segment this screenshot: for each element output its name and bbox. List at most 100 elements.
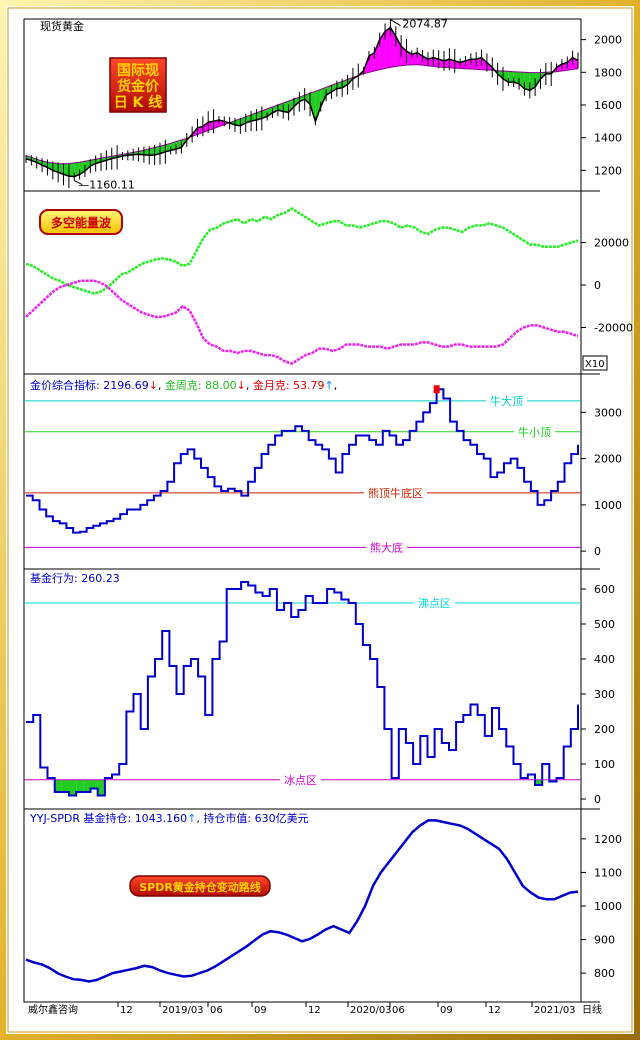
x-axis-ticks: 12 2019/03 06 09 12 2020/03 06 09 12 2021/03 — [117, 1002, 576, 1016]
price-ytick-label-4: 1200 — [594, 164, 622, 177]
composite-ytick-label-3: 0 — [594, 545, 601, 558]
x-tick-label-2: 06 — [210, 1005, 223, 1016]
period-label: 日线 — [582, 1003, 602, 1016]
price-fill-segment — [379, 31, 386, 70]
x-tick-label-3: 09 — [254, 1005, 267, 1016]
inner-frame — [7, 7, 633, 1033]
fund-ice-fill — [76, 779, 84, 792]
price-fill-segment — [52, 163, 59, 173]
price-ytick-label-2: 1600 — [594, 99, 622, 112]
price-fill-segment — [508, 71, 514, 83]
spdr-legend-item-1: 持仓市值: 630亿美元 — [203, 811, 308, 825]
x-tick-label-9: 2021/03 — [534, 1005, 576, 1016]
legend-sep-2: , — [334, 379, 338, 392]
x-tick-label-5: 2020/03 — [350, 1005, 392, 1016]
legend-sep-0: , — [158, 379, 165, 392]
fund-legend: 基金行为: 260.23 — [30, 571, 120, 585]
legend-arrow-0: ↓ — [149, 379, 158, 392]
price-fill-segment — [385, 27, 391, 69]
x-tick-label-4: 12 — [308, 1005, 321, 1016]
composite-ytick-label-1: 2000 — [594, 453, 622, 466]
fund-ice-fill — [83, 779, 91, 792]
wave-label-text: 多空能量波 — [51, 215, 112, 230]
fund-ytick-label-5: 100 — [594, 758, 615, 771]
fund-ice-fill — [69, 779, 77, 796]
multiplier-label: X10 — [585, 359, 605, 370]
spdr-legend-arrow-0: ↑ — [187, 812, 196, 825]
price-label-line-1: 国际现 — [117, 63, 159, 79]
wave-ytick-label-0: 20000 — [594, 237, 629, 250]
price-line — [25, 26, 579, 178]
fund-ytick-label-1: 500 — [594, 618, 615, 631]
spdr-legend: YYJ-SPDR 基金持仓: 1043.160↑, 持仓市值: 630亿美元 — [29, 811, 309, 825]
price-fill-segment — [470, 59, 477, 70]
price-label-box: 国际现 货金价 日 K 线 — [109, 57, 167, 113]
price-fill-segment — [433, 57, 439, 68]
fund-ytick-label-0: 600 — [594, 583, 615, 596]
price-fill-segment — [63, 163, 69, 177]
price-panel: 2000 1800 1600 1400 1200 2074.87 —1160.11 — [25, 18, 622, 192]
price-fill-segment — [251, 112, 257, 121]
bear-wave-line — [25, 279, 579, 365]
price-fill-segment — [315, 89, 321, 122]
composite-1-level-label-bg — [514, 424, 555, 438]
composite-3-level-label-bg — [366, 540, 407, 554]
price-fill-segment — [294, 97, 300, 107]
price-fill-segment — [444, 59, 450, 68]
spdr-ytick-label-0: 1200 — [594, 833, 622, 846]
fund-ytick-label-2: 400 — [594, 653, 615, 666]
low-marker — [74, 180, 83, 186]
spdr-legend-item-0: YYJ-SPDR 基金持仓: 1043.160 — [29, 811, 187, 825]
composite-legend: 金价综合指标: 2196.69↓, 金周克: 88.00↓, 金月克: 53.7… — [30, 378, 337, 392]
baseline-line — [25, 64, 579, 165]
price-fill-segment — [304, 93, 310, 105]
price-fill-segment — [556, 64, 562, 72]
composite-ytick-label-2: 1000 — [594, 499, 622, 512]
legend-item-2: 金月克: 53.79 — [253, 378, 325, 392]
multiplier-box — [582, 355, 608, 371]
fund-ice-fill — [97, 779, 105, 796]
composite-0-level-label: 牛大顶 — [490, 394, 523, 408]
price-fill-segment — [213, 120, 219, 129]
fund-ice-fill — [54, 779, 62, 792]
spdr-title-text: SPDR黄金持仓变动路线 — [139, 880, 261, 894]
legend-arrow-1: ↓ — [237, 379, 246, 392]
price-ytick-label-0: 2000 — [594, 34, 622, 47]
spdr-ytick-label-4: 800 — [594, 967, 615, 980]
price-fill-segment — [449, 59, 455, 69]
price-fill-segment — [535, 72, 541, 87]
low-annotation: —1160.11 — [78, 179, 134, 192]
fund-0-level-label-bg — [414, 596, 455, 609]
spdr-ytick-label-1: 1100 — [594, 866, 622, 879]
price-fill-segment — [283, 101, 289, 113]
composite-ytick-label-0: 3000 — [594, 406, 622, 419]
wave-panel: 20000 0 -20000 X10 — [25, 207, 633, 371]
price-fill-segment — [406, 51, 412, 66]
legend-item-1: 金周克: 88.00 — [165, 378, 237, 392]
wave-ytick-label-2: -20000 — [594, 322, 633, 335]
price-fill-segment — [476, 57, 482, 70]
spdr-ytick-label-3: 900 — [594, 934, 615, 947]
price-fill-segment — [149, 147, 155, 156]
price-fill-segment — [369, 52, 375, 73]
fund-ytick-label-4: 200 — [594, 723, 615, 736]
fund-0-level-label: 沸点区 — [418, 597, 451, 610]
price-fill-segment — [202, 122, 209, 133]
price-fill-segment — [267, 107, 273, 117]
legend-arrow-2: ↑ — [325, 379, 334, 392]
bull-wave-line — [25, 207, 579, 295]
price-fill-segment — [524, 72, 530, 91]
fund-1-level-label: 冰点区 — [284, 774, 317, 787]
price-fill-segment — [288, 99, 294, 113]
price-fill-segment — [320, 87, 327, 107]
composite-line — [26, 388, 579, 534]
plot-area — [23, 18, 582, 1003]
fund-ytick-label-6: 0 — [594, 793, 601, 806]
price-fill-segment — [567, 57, 573, 71]
fund-ice-fill — [90, 779, 98, 789]
price-fill-segment — [143, 148, 150, 156]
price-fill-segment — [465, 59, 471, 69]
x-tick-label-6: 06 — [392, 1005, 405, 1016]
